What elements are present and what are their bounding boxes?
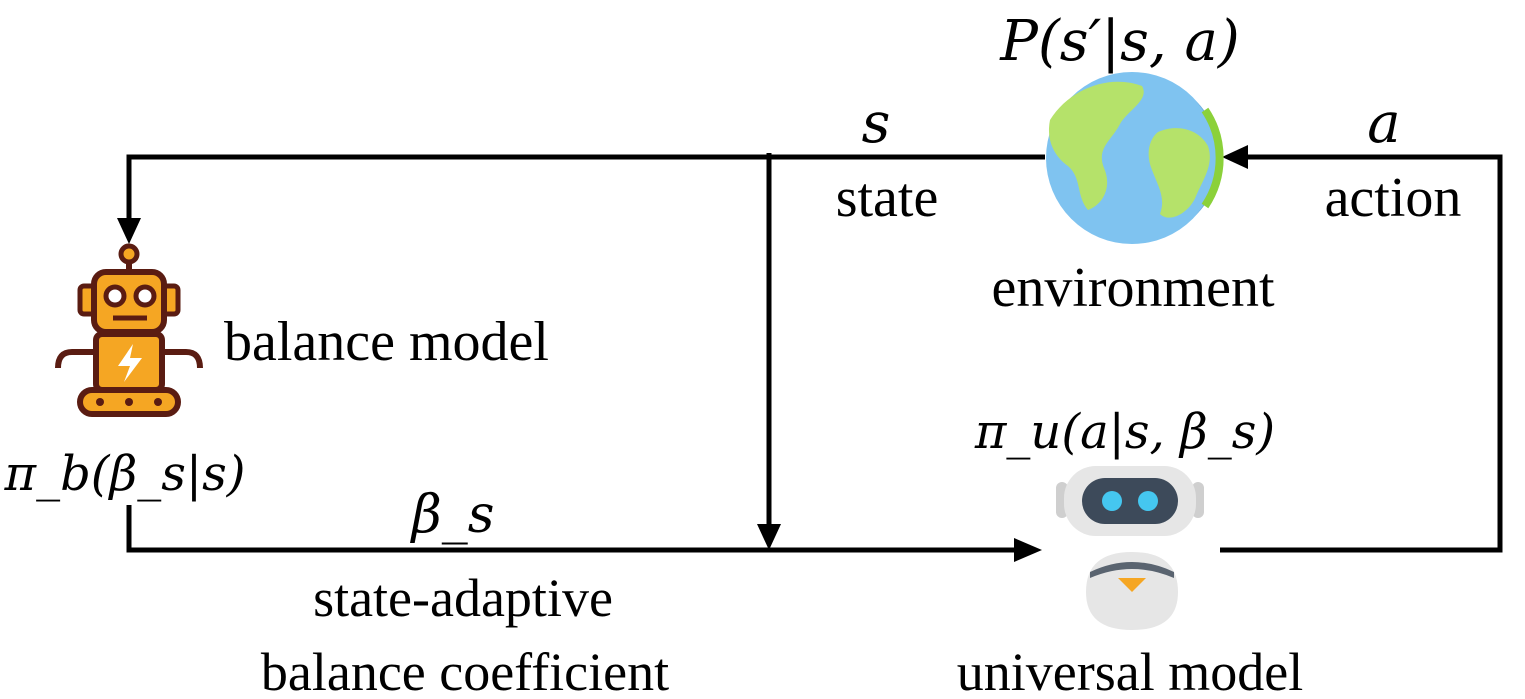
robot-arm-right (160, 349, 203, 369)
arrowhead-into-universal-model (1014, 538, 1042, 562)
robot-eye-right (133, 284, 157, 308)
environment-formula: P(s′|s, a) (999, 9, 1239, 74)
bolt-icon (118, 344, 142, 382)
balance-model-policy: π_b(β_s|s) (4, 446, 246, 502)
bot-eye-left (1102, 491, 1122, 511)
arrowhead-into-environment (1222, 145, 1248, 169)
action-line (1220, 154, 1503, 553)
action-symbol: a (1367, 91, 1400, 156)
connectors (117, 145, 1503, 562)
state-label: state (836, 167, 939, 229)
universal-model-policy: π_u(a|s, β_s) (974, 404, 1275, 460)
robot-antenna-tip (118, 243, 140, 265)
globe-rim (1201, 107, 1224, 209)
environment-globe-icon (1046, 72, 1224, 244)
globe-land-east (1148, 128, 1210, 218)
balance-model-robot-icon (55, 243, 203, 417)
universal-model-bot-icon (1056, 466, 1204, 630)
balance-model-label: balance model (224, 311, 549, 373)
state-symbol: s (862, 91, 891, 156)
universal-model-label: universal model (957, 642, 1303, 699)
coefficient-label-line2: balance coefficient (261, 642, 669, 699)
bot-collar (1090, 562, 1174, 578)
robot-arm-left (55, 349, 98, 369)
robot-eye-left (103, 284, 127, 308)
environment-label: environment (991, 257, 1274, 319)
coefficient-line (126, 505, 1016, 553)
robot-wheel (125, 398, 133, 406)
robot-wheel (96, 398, 104, 406)
coefficient-symbol: β_s (410, 485, 495, 545)
globe-land-west (1048, 81, 1144, 210)
labels: P(s′|s, a) s state a action environment … (4, 9, 1462, 699)
arrowhead-into-balance-model (117, 218, 141, 244)
state-line-to-balance-model (126, 154, 1045, 222)
arrowhead-state-branch (757, 524, 781, 550)
coefficient-label-line1: state-adaptive (313, 568, 613, 628)
action-label: action (1325, 167, 1462, 229)
bot-tie (1118, 578, 1146, 592)
bot-eye-right (1138, 491, 1158, 511)
bot-face-screen (1082, 478, 1178, 524)
robot-wheel (154, 398, 162, 406)
